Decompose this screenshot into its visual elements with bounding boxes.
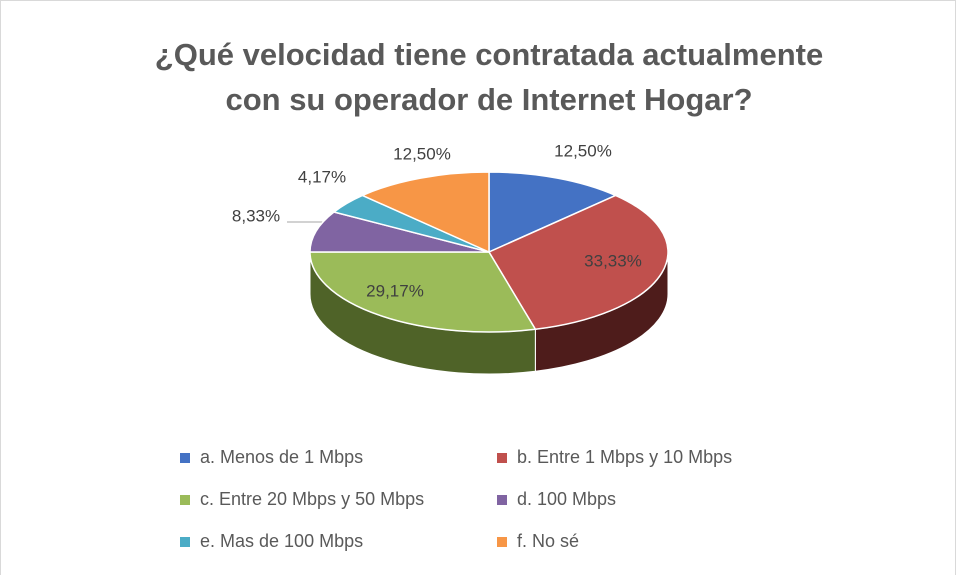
slice	[309, 211, 490, 253]
legend-swatch	[497, 537, 507, 547]
legend-label: b. Entre 1 Mbps y 10 Mbps	[517, 447, 732, 467]
legend-swatch	[497, 495, 507, 505]
legend-label: d. 100 Mbps	[517, 489, 616, 509]
data-label: 29,17%	[366, 281, 424, 300]
legend-label: f. No sé	[517, 531, 579, 551]
data-label: 12,50%	[554, 141, 612, 160]
chart-title: con su operador de Internet Hogar?	[225, 82, 752, 117]
data-label: 33,33%	[584, 251, 642, 270]
slice	[360, 171, 490, 254]
legend-swatch	[180, 495, 190, 505]
legend-swatch	[180, 537, 190, 547]
legend-swatch	[497, 453, 507, 463]
legend-label: e. Mas de 100 Mbps	[200, 531, 363, 551]
slice	[488, 171, 618, 254]
data-label: 12,50%	[393, 144, 451, 163]
chart-title: ¿Qué velocidad tiene contratada actualme…	[155, 37, 823, 72]
legend-label: c. Entre 20 Mbps y 50 Mbps	[200, 489, 424, 509]
data-label: 8,33%	[232, 206, 280, 225]
slice	[309, 251, 537, 333]
data-label: 4,17%	[298, 167, 346, 186]
legend-label: a. Menos de 1 Mbps	[200, 447, 363, 467]
slice	[487, 194, 669, 331]
legend-swatch	[180, 453, 190, 463]
